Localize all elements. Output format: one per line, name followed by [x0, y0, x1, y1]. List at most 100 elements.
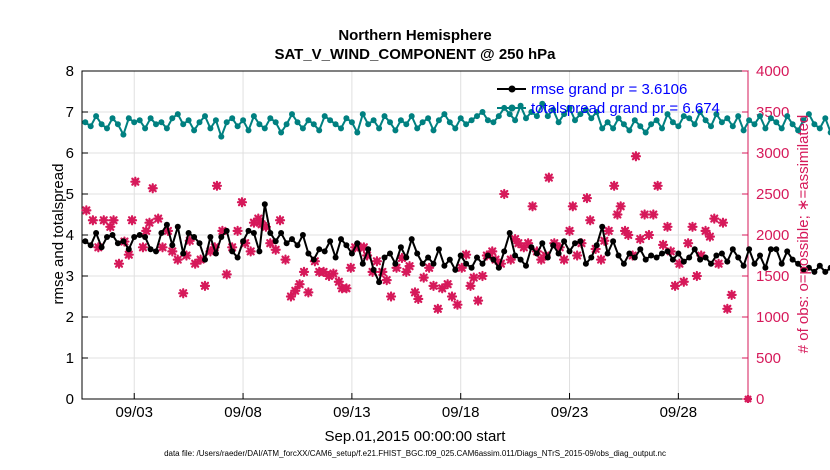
obs-assimilated-point — [665, 246, 676, 257]
spread-point — [626, 127, 633, 134]
spread-point — [316, 127, 323, 134]
spread-point — [196, 119, 203, 126]
y-tick-label: 2 — [66, 309, 74, 326]
spread-point — [441, 111, 448, 118]
obs-assimilated-point — [232, 225, 243, 236]
spread-point — [299, 125, 306, 132]
rmse-point — [256, 248, 263, 255]
rmse-point — [354, 240, 361, 247]
spread-point — [702, 117, 709, 124]
x-tick-label: 09/23 — [551, 404, 589, 421]
rmse-point — [163, 221, 170, 228]
legend: rmse grand pr = 3.6106 totalspread grand… — [497, 81, 720, 117]
obs-assimilated-point — [371, 256, 383, 267]
spread-point — [272, 119, 279, 126]
spread-point — [408, 113, 415, 120]
obs-assimilated-point — [678, 276, 689, 287]
obs-assimilated-point — [564, 225, 575, 236]
x-tick-label: 09/08 — [224, 404, 262, 421]
obs-assimilated-point — [93, 242, 104, 253]
spread-point — [533, 113, 540, 120]
rmse-point — [392, 260, 399, 267]
obs-assimilated-point — [696, 250, 707, 261]
rmse-point — [751, 260, 758, 267]
spread-point — [757, 113, 763, 120]
rmse-point — [332, 254, 339, 261]
obs-assimilated-point — [543, 172, 554, 183]
obs-assimilated-point — [674, 258, 685, 269]
rmse-point — [517, 256, 524, 263]
y2-tick-label: 0 — [756, 391, 764, 408]
obs-assimilated-point — [669, 280, 681, 291]
obs-assimilated-point — [221, 269, 232, 280]
rmse-point — [713, 252, 720, 259]
rmse-point — [811, 268, 818, 275]
obs-assimilated-point — [554, 242, 565, 253]
rmse-point — [669, 256, 676, 263]
spread-point — [321, 113, 328, 120]
obs-assimilated-point — [722, 303, 733, 314]
rmse-point — [746, 246, 753, 253]
rmse-point — [474, 254, 480, 261]
obs-assimilated-point — [477, 270, 488, 282]
obs-assimilated-point — [199, 280, 211, 291]
obs-assimilated-point — [456, 262, 467, 273]
spread-point — [430, 127, 437, 134]
obs-assimilated-point — [130, 176, 141, 187]
spread-point — [697, 109, 704, 115]
obs-assimilated-point — [691, 270, 702, 282]
spread-point — [283, 121, 290, 128]
spread-point — [174, 111, 181, 118]
rmse-point — [631, 254, 638, 261]
rmse-point — [207, 234, 214, 240]
y2-tick-label: 2000 — [756, 227, 789, 244]
rmse-point — [387, 250, 393, 257]
spread-point — [376, 125, 383, 132]
rmse-point — [615, 252, 622, 259]
spread-point — [370, 117, 377, 124]
y2-tick-label: 1500 — [756, 268, 789, 285]
obs-assimilated-point — [123, 249, 134, 260]
rmse-point — [773, 246, 780, 253]
obs-assimilated-point — [442, 279, 453, 290]
obs-assimilated-point — [181, 250, 192, 261]
obs-assimilated-point — [558, 254, 570, 265]
spread-point — [125, 115, 132, 122]
obs-assimilated-point — [510, 234, 521, 245]
spread-point — [120, 131, 127, 138]
spread-point — [229, 115, 236, 122]
rmse-point — [348, 250, 355, 257]
obs-assimilated-point — [713, 258, 724, 269]
obs-assimilated-point — [404, 261, 415, 272]
obs-assimilated-point — [211, 180, 223, 191]
spread-point — [104, 125, 110, 132]
obs-assimilated-point — [536, 254, 547, 265]
spread-point — [610, 125, 617, 132]
obs-zero-marker — [744, 395, 752, 403]
obs-assimilated-point — [285, 291, 297, 302]
rmse-point — [98, 244, 105, 251]
spread-point — [735, 113, 742, 120]
obs-assimilated-point — [205, 246, 216, 257]
obs-assimilated-point — [362, 250, 373, 261]
spread-point — [414, 125, 421, 132]
rmse-point — [490, 256, 497, 263]
obs-assimilated-point — [662, 221, 673, 232]
rmse-point — [381, 254, 388, 261]
obs-assimilated-point — [409, 287, 421, 298]
obs-assimilated-point — [303, 287, 314, 298]
spread-point — [599, 125, 606, 132]
spread-point — [332, 121, 339, 128]
rmse-point — [452, 266, 459, 273]
rmse-point — [218, 234, 225, 240]
rmse-point — [82, 238, 89, 245]
spread-point — [387, 119, 393, 126]
y-tick-label: 8 — [66, 63, 74, 80]
y2-axis-label: # of obs: o=possible; ∗=assimilated — [795, 115, 812, 354]
x-tick-label: 09/28 — [660, 404, 698, 421]
obs-assimilated-point — [167, 246, 178, 257]
rmse-point — [245, 227, 252, 234]
obs-assimilated-point — [144, 217, 155, 228]
obs-assimilated-point — [428, 280, 439, 291]
spread-point — [615, 115, 622, 122]
